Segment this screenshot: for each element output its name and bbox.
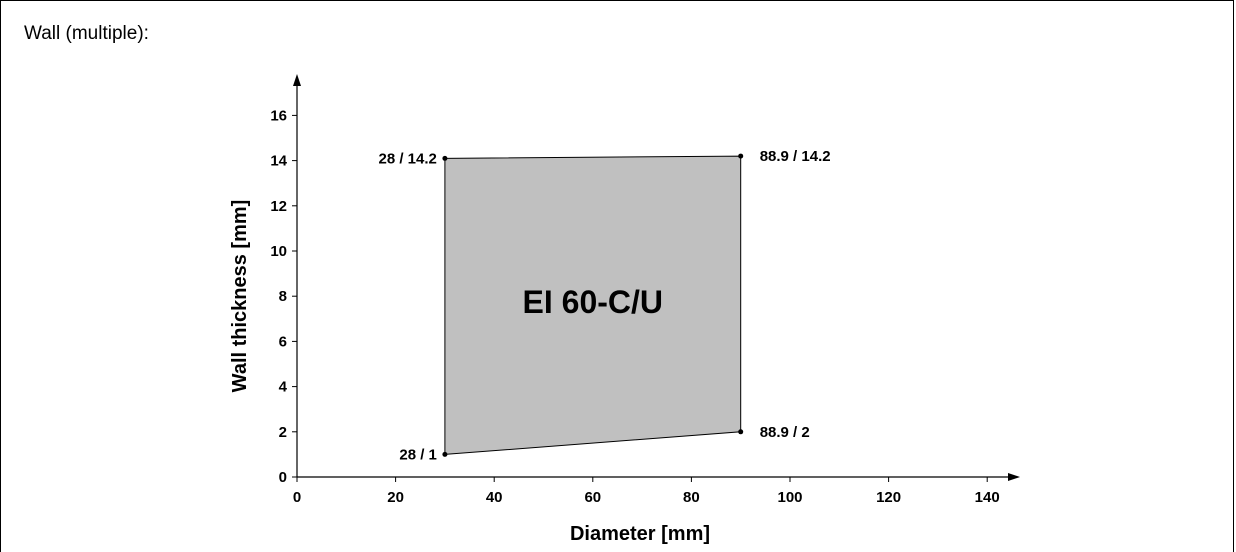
y-tick-label: 16 [270, 107, 287, 124]
region [442, 153, 744, 457]
y-tick-label: 6 [279, 333, 287, 350]
region-point [738, 429, 744, 435]
y-tick-label: 8 [279, 288, 287, 305]
region-point [442, 155, 448, 161]
region-point [738, 153, 744, 159]
y-tick-label: 12 [270, 198, 287, 215]
chart-labels: 28 / 1 88.9 / 2 88.9 / 14.2 28 / 14.2 EI 60-… [379, 148, 831, 463]
y-axis-label: Wall thickness [mm] [229, 200, 251, 393]
point-label: 88.9 / 2 [760, 424, 810, 441]
y-tick-label: 0 [279, 469, 287, 486]
y-axis-arrow [293, 74, 301, 86]
y-tick-label: 10 [270, 243, 287, 260]
x-axis-arrow [1008, 473, 1020, 481]
y-tick-label: 14 [270, 153, 287, 170]
x-tick-label: 120 [876, 489, 901, 506]
point-label: 28 / 1 [399, 446, 437, 463]
x-tick-label: 40 [486, 489, 503, 506]
y-tick-label: 4 [279, 379, 288, 396]
section-title: Wall (multiple): [24, 23, 149, 44]
point-label: 28 / 14.2 [379, 150, 437, 167]
x-axis-label: Diameter [mm] [570, 523, 710, 545]
x-tick-label: 140 [975, 489, 1000, 506]
x-tick-label: 80 [683, 489, 700, 506]
region-label: EI 60-C/U [523, 284, 663, 320]
x-tick-label: 20 [387, 489, 404, 506]
region-point [442, 451, 448, 457]
x-tick-label: 100 [777, 489, 802, 506]
x-tick-label: 60 [584, 489, 601, 506]
axes: 0 20 40 60 80 100 120 140 0 2 4 6 8 10 12 14 16 Diameter … [229, 74, 1020, 545]
x-tick-label: 0 [293, 489, 301, 506]
y-tick-label: 2 [279, 424, 287, 441]
point-label: 88.9 / 14.2 [760, 148, 831, 165]
